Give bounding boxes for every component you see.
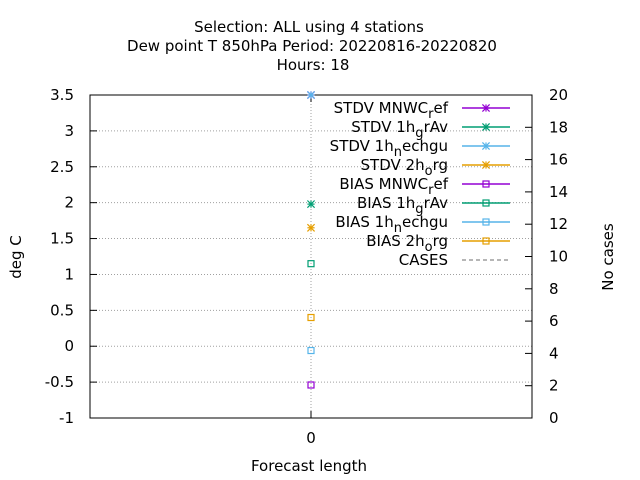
legend-entry: STDV 1hnechgu [330,137,510,160]
legend-entry: STDV 2horg [361,156,510,179]
legend-entry: BIAS MNWCref [339,175,510,198]
data-point [306,90,316,100]
y2-tick-label: 20 [549,86,568,104]
legend-label: STDV 2horg [361,156,448,179]
y-tick-label: 2 [64,194,74,212]
legend-marker [481,122,491,132]
y2-tick-label: 6 [549,312,559,330]
y2-tick-label: 8 [549,280,559,298]
y-tick-label: 0.5 [50,301,74,319]
y2-tick-label: 4 [549,344,559,362]
legend-marker [482,180,490,188]
y2-tick-label: 12 [549,215,568,233]
y-axis-label: deg C [7,235,25,279]
y-tick-label: 1.5 [50,230,74,248]
legend-entry: BIAS 2horg [366,232,510,255]
legend-marker [482,237,490,245]
data-point [306,223,316,232]
y-tick-label: 2.5 [50,158,74,176]
legend-marker [481,103,491,113]
legend-marker [481,141,491,151]
data-point [307,381,315,389]
chart-title-line-3: Hours: 18 [277,56,350,74]
legend-label: BIAS 1hgrAv [357,194,448,217]
y2-axis-label: No cases [599,223,617,291]
y2-tick-label: 2 [549,377,559,395]
legend-label: STDV MNWCref [334,99,449,122]
legend-marker [482,199,490,207]
x-tick-label: 0 [306,429,316,447]
legend-entry: BIAS 1hgrAv [357,194,510,217]
data-point [306,200,316,209]
legend-label: BIAS 2horg [366,232,448,255]
axis-ticks: -1 -0.5 0 0.5 1 1.5 2 2.5 3 3.5 0 2 4 6 8 10 12 14 16 18 20 0 [45,86,568,447]
y2-tick-label: 14 [549,183,568,201]
legend-entry: BIAS 1hnechgu [335,213,510,236]
chart-title-line-1: Selection: ALL using 4 stations [194,18,424,36]
y2-tick-label: 0 [549,409,559,427]
y2-tick-label: 18 [549,118,568,136]
y-tick-label: 0 [64,337,74,355]
legend-marker [482,218,490,226]
y-tick-label: 1 [64,265,74,283]
data-point [307,260,315,268]
y2-tick-label: 16 [549,151,568,169]
legend-marker [481,160,491,170]
data-point [307,313,315,322]
chart-title-line-2: Dew point T 850hPa Period: 20220816-2022… [127,37,497,55]
legend-label: STDV 1hgrAv [351,118,448,141]
y-tick-label: 3 [64,122,74,140]
legend-entry: STDV MNWCref [334,99,510,122]
y-tick-label: -1 [59,409,74,427]
legend-entry: CASES [399,251,510,269]
chart-title: Selection: ALL using 4 stations Dew poin… [127,18,497,74]
data-points [306,90,316,389]
y-tick-label: -0.5 [45,373,74,391]
legend-label: CASES [399,251,448,269]
data-point [307,346,315,355]
legend-label: BIAS 1hnechgu [335,213,448,236]
legend-label: BIAS MNWCref [339,175,448,198]
legend-label: STDV 1hnechgu [330,137,448,160]
grid-lines [90,95,532,418]
y-tick-label: 3.5 [50,86,74,104]
legend-entry: STDV 1hgrAv [351,118,510,141]
x-axis-label: Forecast length [251,457,367,475]
y2-tick-label: 10 [549,248,568,266]
